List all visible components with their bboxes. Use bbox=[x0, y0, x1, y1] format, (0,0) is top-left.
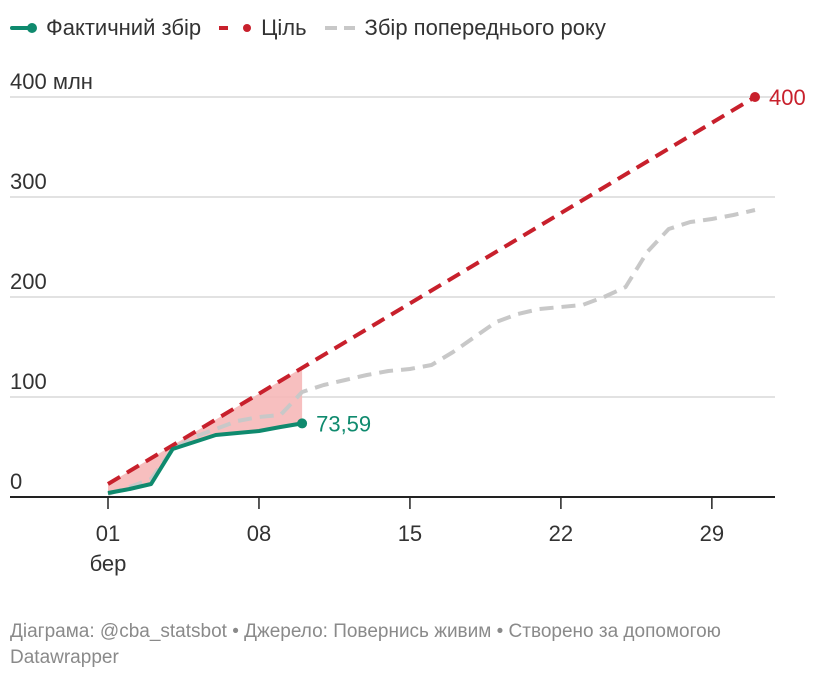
legend-item-previous: Збір попереднього року bbox=[323, 15, 606, 41]
legend-swatch-target bbox=[219, 24, 252, 32]
legend-item-actual: Фактичний збір bbox=[10, 15, 201, 41]
legend-label-actual: Фактичний збір bbox=[46, 15, 202, 40]
series-line-actual bbox=[107, 421, 303, 495]
x-tick-label: 15 bbox=[398, 521, 422, 546]
series-lines bbox=[106, 95, 757, 496]
gridlines bbox=[10, 96, 775, 398]
footer-credits: Діаграма: @cba_statsbot • Джерело: Повер… bbox=[10, 621, 721, 668]
legend-item-target: Ціль bbox=[217, 15, 307, 41]
gap-area-fill bbox=[108, 367, 303, 493]
x-tick-label: 29 bbox=[700, 521, 724, 546]
end-label-target: 400 bbox=[769, 85, 806, 110]
x-tick-sublabel: бер bbox=[90, 551, 127, 576]
y-tick-label: 200 bbox=[10, 269, 47, 294]
legend: Фактичний збір Ціль Збір попереднього ро… bbox=[10, 12, 622, 44]
end-label-actual: 73,59 bbox=[316, 411, 371, 436]
end-point-target bbox=[750, 92, 760, 102]
series-line-target bbox=[106, 95, 757, 486]
legend-label-target: Ціль bbox=[261, 15, 307, 40]
legend-swatch-actual bbox=[10, 23, 37, 33]
y-tick-label: 300 bbox=[10, 169, 47, 194]
end-point-actual bbox=[297, 418, 308, 429]
chart-svg: 0 100 200 300 400 млн 01 бер 08 15 22 29 400 73,59 bbox=[10, 69, 806, 576]
x-tick-label: 22 bbox=[549, 521, 573, 546]
y-tick-label: 400 млн bbox=[10, 69, 93, 94]
x-tick-label: 08 bbox=[247, 521, 271, 546]
y-tick-label: 100 bbox=[10, 369, 47, 394]
x-tick-label: 01 bbox=[96, 521, 120, 546]
y-tick-label: 0 bbox=[10, 469, 22, 494]
legend-label-previous: Збір попереднього року bbox=[364, 15, 606, 40]
axes bbox=[10, 496, 775, 509]
legend-swatch-previous bbox=[324, 26, 355, 30]
labels: 0 100 200 300 400 млн 01 бер 08 15 22 29 400 73,59 bbox=[10, 69, 806, 576]
series-line-previous bbox=[107, 208, 756, 496]
gap-area bbox=[108, 367, 303, 493]
